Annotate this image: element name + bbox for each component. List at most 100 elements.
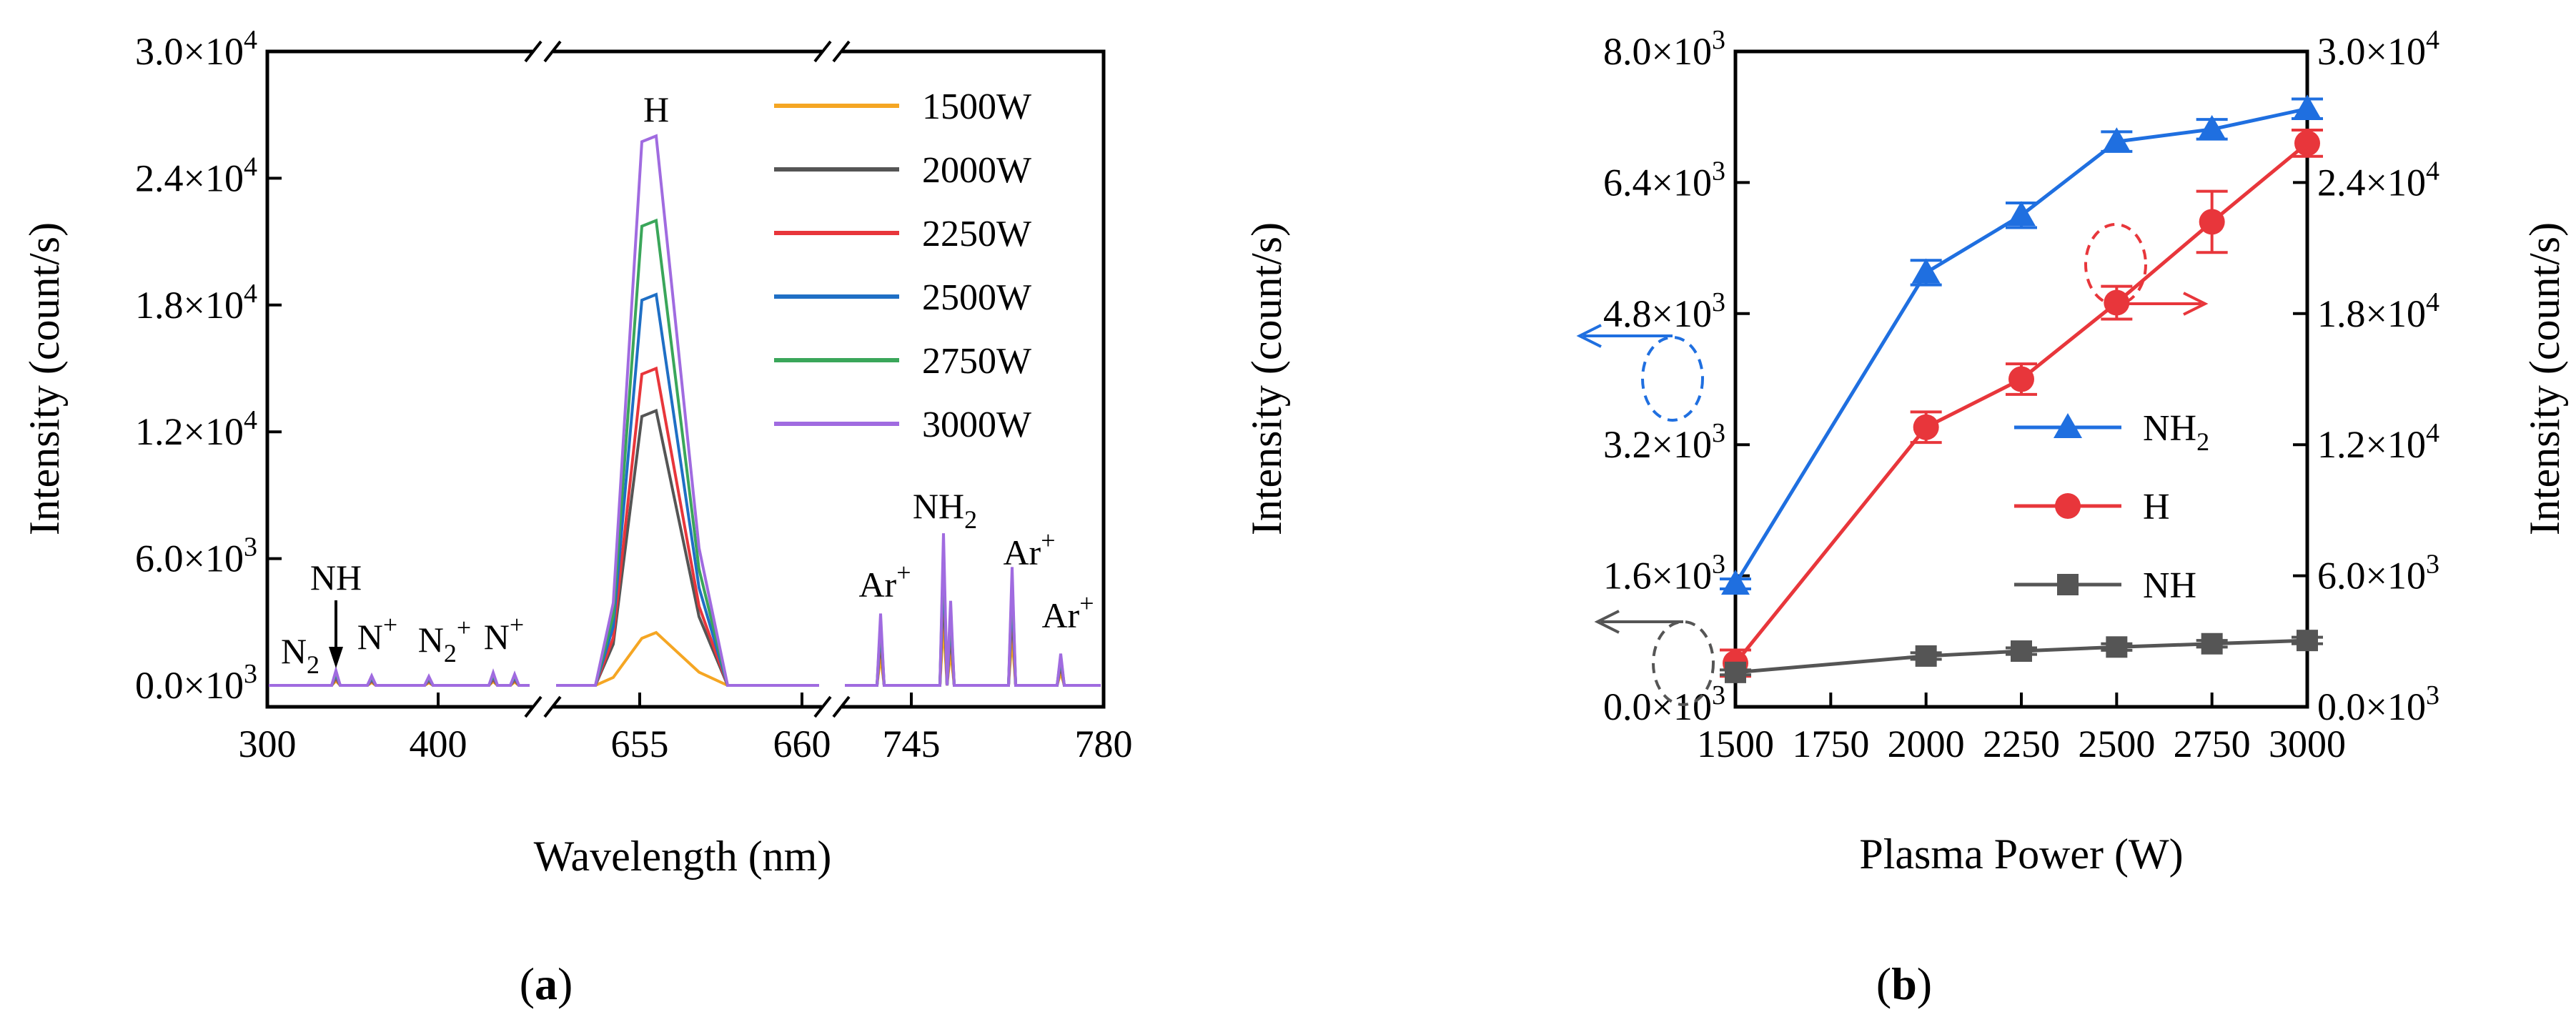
y-tick-label-left-b: 6.4×103 [1603,156,1725,204]
axis-break-mark [813,40,832,63]
panel-label-b: (b) [1876,958,1932,1009]
legend-label-a: 1500W [922,86,1031,127]
x-tick-label-b: 1750 [1792,723,1869,765]
x-tick-label-b: 2000 [1888,723,1965,765]
panel-b: 0.0×103 1.6×103 3.2×103 4.8×103 6.4×103 8.0×1… [1243,25,2568,1009]
h-axis-arrow-head [2183,292,2209,316]
data-point-nh2 [1721,570,1750,595]
x-tick-label-a: 400 [410,723,467,765]
y-tick-label-left-b: 3.2×103 [1603,418,1725,466]
y-tick-label-left-b: 0.0×103 [1603,680,1725,728]
legend-label-a: 2000W [922,150,1031,191]
data-point-nh [2201,632,2223,655]
annotation-nh: NH [310,557,362,597]
spectrum-segment-3 [845,533,1101,687]
y-tick-label-right-b: 0.0×103 [2317,680,2439,728]
axis-break-mark [524,695,543,718]
x-tick-label-b: 1500 [1697,723,1774,765]
spectrum-h-peak [556,366,819,687]
axis-break-gap [822,701,842,713]
y-tick-label-left-b: 4.8×103 [1603,287,1725,335]
axis-break-gap [822,46,842,57]
series-line-nh [1735,638,2308,675]
panel-a: 0.0×103 6.0×103 1.2×104 1.8×104 2.4×104 3.0×1… [21,25,1133,1009]
nh-axis-ellipse [1652,620,1715,706]
legend-marker-b [2055,493,2081,519]
series-line-nh2 [1733,106,2308,585]
annotation-h: H [643,89,669,129]
data-point-nh [2297,630,2318,652]
x-tick-label-b: 2250 [1983,723,2060,765]
x-axis-label-b: Plasma Power (W) [1859,830,2183,878]
y-tick-label-a: 1.2×104 [135,405,257,453]
legend-label-b: H [2143,487,2170,527]
annotation-n2plus: N2+ [418,613,471,668]
legend-marker-b [2057,574,2079,595]
annotation-arplus: Ar+ [1003,526,1055,572]
data-point-h [2199,209,2225,235]
data-point-nh [1725,661,1746,683]
y-tick-label-right-b: 6.0×103 [2317,550,2439,597]
x-tick-label-a: 780 [1075,723,1133,765]
y-tick-label-left-b: 1.6×103 [1603,550,1725,597]
y-tick-label-right-b: 3.0×104 [2317,25,2439,73]
axis-break-mark [813,695,832,718]
x-tick-label-a: 655 [611,723,669,765]
annotation-nplus: N+ [484,610,524,657]
annotation-nplus: N+ [357,610,397,657]
nh-arrow-head [329,647,343,668]
legend-label-b: NH2 [2143,408,2209,456]
nh-axis-arrow-head [1594,610,1620,634]
data-point-h [2294,130,2320,157]
axis-break-mark [543,695,562,718]
y-tick-label-a: 1.8×104 [135,279,257,327]
spectrum-h-peak [556,218,819,687]
legend-label-a: 3000W [922,405,1031,445]
y-tick-label-left-b: 8.0×103 [1603,25,1725,73]
spectrum-h-peak [556,134,819,687]
axis-break-gap [532,701,553,713]
legend-marker-b [2054,413,2082,438]
data-point-nh2 [2293,94,2322,120]
data-point-nh2 [2197,114,2226,140]
x-tick-label-b: 2750 [2174,723,2251,765]
panel-label-a: (a) [520,958,573,1009]
data-point-nh2 [2102,127,2131,153]
y-axis-label-left-b: Intensity (count/s) [1243,222,1290,535]
annotation-n2: N2 [281,631,319,679]
nh2-axis-ellipse [1641,336,1704,422]
y-tick-label-a: 0.0×103 [135,659,257,707]
x-tick-label-b: 3000 [2269,723,2346,765]
annotation-arplus: Ar+ [1041,589,1094,635]
legend-label-a: 2750W [922,341,1031,382]
legend-label-b: NH [2143,565,2196,606]
axis-break-mark [543,40,562,63]
axis-break-gap [532,46,553,57]
data-point-h [2008,366,2034,392]
legend-label-a: 2250W [922,214,1031,254]
y-tick-label-right-b: 2.4×104 [2317,156,2439,204]
spectrum-segment-1 [269,665,530,687]
y-tick-label-right-b: 1.8×104 [2317,287,2439,335]
axis-break-mark [832,40,851,63]
annotation-arplus: Ar+ [858,558,911,605]
data-point-nh [1915,645,1937,667]
x-tick-label-b: 2500 [2078,723,2155,765]
y-tick-label-a: 6.0×103 [135,532,257,580]
annotation-nh2: NH2 [913,486,977,534]
y-tick-label-right-b: 1.2×104 [2317,418,2439,466]
series-line-h [1734,142,2309,665]
nh2-axis-arrow-head [1576,324,1602,348]
x-axis-label-a: Wavelength (nm) [534,833,832,880]
data-point-nh [2106,636,2128,658]
y-axis-label-right-b: Intensity (count/s) [2521,222,2568,535]
y-tick-label-a: 3.0×104 [135,25,257,73]
axis-break-mark [832,695,851,718]
x-tick-label-a: 745 [883,723,941,765]
spectrum-h-peak [556,292,819,687]
data-point-h [1913,414,1939,440]
plot-frame-a [265,49,1106,709]
legend-label-a: 2500W [922,277,1031,318]
x-tick-label-a: 300 [239,723,297,765]
